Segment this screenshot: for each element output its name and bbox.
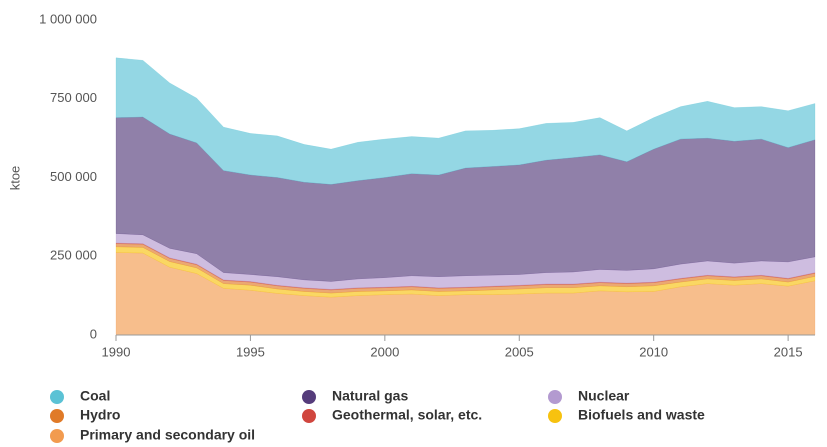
legend-swatch: [548, 409, 562, 423]
area: [115, 242, 816, 291]
area: [115, 246, 816, 298]
y-tick-label: 750 000: [50, 90, 97, 105]
x-tick-label: 2015: [774, 344, 803, 359]
y-axis-label: ktoe: [7, 166, 22, 191]
area: [115, 116, 816, 282]
area: [115, 243, 816, 294]
x-tick-label: 2000: [370, 344, 399, 359]
legend-swatch: [302, 409, 316, 423]
x-tick-label: 2005: [505, 344, 534, 359]
x-tick-label: 1990: [102, 344, 131, 359]
x-tick-label: 1995: [236, 344, 265, 359]
legend-swatch: [50, 390, 64, 404]
y-tick-label: 1 000 000: [39, 11, 97, 26]
y-tick-label: 500 000: [50, 169, 97, 184]
legend-label: Geothermal, solar, etc.: [332, 407, 482, 423]
x-tick-label: 2010: [639, 344, 668, 359]
area: [115, 57, 816, 185]
legend-label: Nuclear: [578, 388, 630, 404]
legend-swatch: [50, 429, 64, 443]
legend-swatch: [548, 390, 562, 404]
area: [115, 233, 816, 290]
y-tick-label: 0: [90, 326, 97, 341]
legend-label: Natural gas: [332, 388, 408, 404]
legend-swatch: [50, 409, 64, 423]
legend-swatch: [302, 390, 316, 404]
legend-label: Coal: [80, 388, 110, 404]
y-tick-label: 250 000: [50, 248, 97, 263]
legend-label: Hydro: [80, 407, 120, 423]
legend-label: Biofuels and waste: [578, 407, 705, 423]
legend-label: Primary and secondary oil: [80, 427, 255, 443]
